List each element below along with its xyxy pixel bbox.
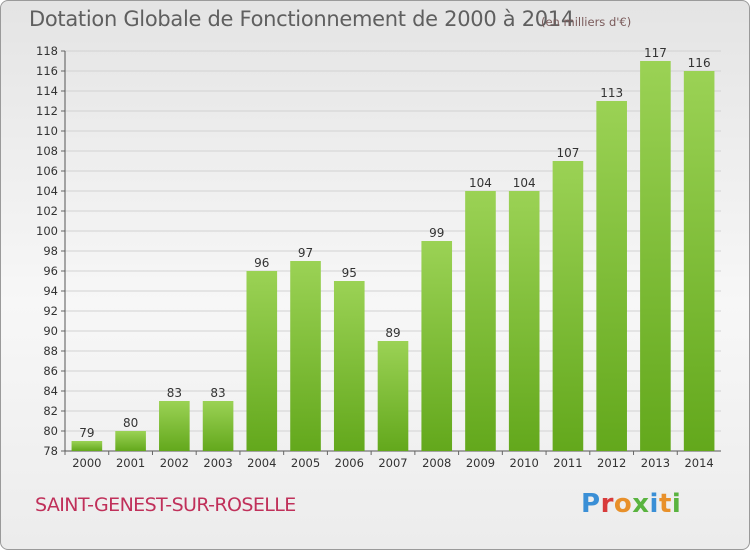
y-tick-label: 84 [43, 384, 58, 398]
x-tick-label: 2003 [203, 456, 232, 470]
x-tick-label: 2010 [510, 456, 539, 470]
x-tick-label: 2007 [378, 456, 407, 470]
chart-unit-label: (en milliers d'€) [541, 15, 632, 29]
y-tick-label: 118 [36, 44, 58, 58]
y-tick-label: 110 [36, 124, 58, 138]
y-tick-label: 78 [43, 444, 58, 458]
bar-2014 [683, 71, 715, 451]
y-tick-label: 104 [36, 184, 58, 198]
data-label-2001: 80 [123, 416, 138, 430]
x-tick-label: 2004 [247, 456, 276, 470]
y-tick-label: 86 [43, 364, 58, 378]
proxiti-logo[interactable]: Proxiti [581, 489, 682, 519]
x-tick-label: 2009 [466, 456, 495, 470]
data-label-2009: 104 [469, 176, 492, 190]
bar-2001 [115, 431, 146, 451]
data-label-2014: 116 [688, 56, 711, 70]
data-labels: 79 80 83 83 96 97 95 89 99 104 104 107 113 117 116 [79, 46, 710, 440]
y-tick-label: 112 [36, 104, 58, 118]
x-tick-label: 2001 [116, 456, 145, 470]
y-tick-label: 82 [43, 404, 58, 418]
bar-2005 [290, 261, 321, 451]
x-tick-label: 2002 [160, 456, 189, 470]
bar-2003 [202, 401, 234, 451]
data-label-2005: 97 [298, 246, 313, 260]
data-label-2002: 83 [167, 386, 182, 400]
x-tick-label: 2012 [597, 456, 626, 470]
y-tick-label: 114 [36, 84, 58, 98]
bar-2000 [71, 441, 103, 451]
bars [71, 61, 715, 451]
commune-name: SAINT-GENEST-SUR-ROSELLE [35, 494, 296, 516]
x-tick-label: 2000 [72, 456, 101, 470]
y-tick-label: 106 [36, 164, 58, 178]
y-tick-label: 92 [43, 304, 58, 318]
y-tick-label: 80 [43, 424, 58, 438]
data-label-2010: 104 [513, 176, 536, 190]
data-label-2004: 96 [254, 256, 269, 270]
bar-2010 [508, 191, 540, 451]
bar-2002 [159, 401, 190, 451]
bar-2013 [640, 61, 671, 451]
bar-2006 [333, 281, 365, 451]
bar-2011 [552, 161, 584, 451]
bar-2009 [465, 191, 496, 451]
data-label-2013: 117 [644, 46, 667, 60]
y-tick-label: 96 [43, 264, 58, 278]
data-label-2000: 79 [79, 426, 94, 440]
y-tick-label: 102 [36, 204, 58, 218]
bar-2004 [246, 271, 278, 451]
bar-2008 [421, 241, 453, 451]
x-tick-label: 2005 [291, 456, 320, 470]
y-tick-label: 108 [36, 144, 58, 158]
data-label-2008: 99 [429, 226, 444, 240]
bar-2012 [596, 101, 627, 451]
y-tick-label: 116 [36, 64, 58, 78]
x-tick-label: 2014 [684, 456, 713, 470]
y-tick-label: 94 [43, 284, 58, 298]
chart-title: Dotation Globale de Fonctionnement de 20… [29, 7, 574, 31]
x-tick-label: 2013 [641, 456, 670, 470]
data-label-2007: 89 [385, 326, 400, 340]
y-tick-label: 100 [36, 224, 58, 238]
y-tick-label: 90 [43, 324, 58, 338]
y-tick-label: 98 [43, 244, 58, 258]
x-tick-label: 2008 [422, 456, 451, 470]
x-tick-label: 2006 [335, 456, 364, 470]
y-tick-label: 88 [43, 344, 58, 358]
x-tick-label: 2011 [553, 456, 582, 470]
data-label-2003: 83 [210, 386, 225, 400]
data-label-2011: 107 [556, 146, 579, 160]
data-label-2012: 113 [600, 86, 623, 100]
bar-2007 [377, 341, 409, 451]
data-label-2006: 95 [342, 266, 357, 280]
